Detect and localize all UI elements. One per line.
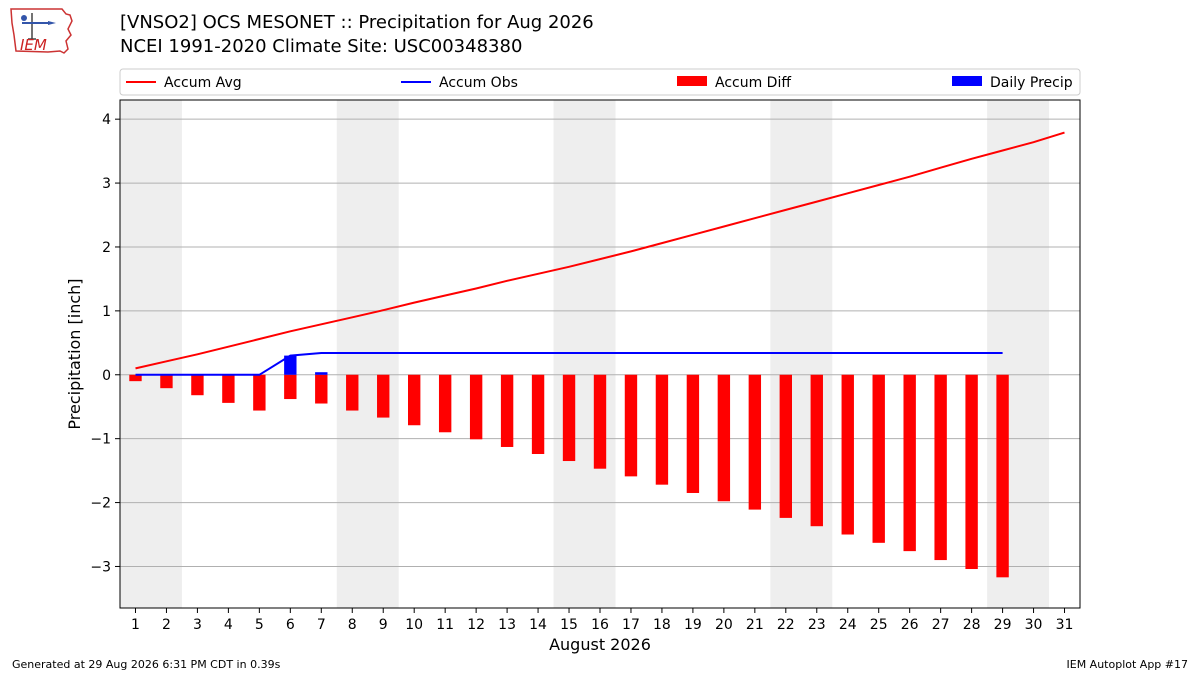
accum-diff-bar bbox=[500, 374, 514, 447]
y-tick-label: −3 bbox=[90, 559, 111, 575]
y-axis-ticks: 4 3 2 1 0 −1 −2 −3 bbox=[90, 112, 120, 575]
y-tick-label: 4 bbox=[102, 112, 111, 128]
accum-diff-bar bbox=[965, 374, 978, 570]
x-tick-label: 5 bbox=[255, 617, 264, 633]
accum-diff-bar bbox=[841, 374, 854, 535]
x-tick-label: 17 bbox=[622, 617, 640, 633]
x-tick-label: 6 bbox=[286, 617, 295, 633]
chart-subtitle: NCEI 1991-2020 Climate Site: USC00348380 bbox=[120, 36, 523, 57]
x-tick-label: 22 bbox=[777, 617, 795, 633]
accum-avg-line bbox=[135, 131, 1065, 370]
x-tick-label: 26 bbox=[901, 617, 919, 633]
x-tick-label: 29 bbox=[994, 617, 1012, 633]
accum-diff-bar bbox=[222, 374, 235, 403]
legend-daily-swatch bbox=[952, 76, 982, 86]
legend-obs-label: Accum Obs bbox=[439, 75, 518, 91]
accum-diff-bar bbox=[284, 374, 297, 400]
iem-logo: IEM bbox=[8, 5, 80, 59]
y-tick-label: 0 bbox=[102, 368, 111, 384]
accum-diff-bar bbox=[346, 374, 359, 411]
y-tick-label: −1 bbox=[90, 432, 111, 448]
y-tick-label: 2 bbox=[102, 240, 111, 256]
x-tick-label: 21 bbox=[746, 617, 764, 633]
accum-diff-bar bbox=[593, 374, 607, 469]
daily-precip-bar bbox=[315, 372, 328, 375]
daily-precip-bars bbox=[284, 355, 328, 375]
chart-title: [VNSO2] OCS MESONET :: Precipitation for… bbox=[120, 12, 594, 33]
accum-diff-bar bbox=[562, 374, 576, 462]
legend-daily-label: Daily Precip bbox=[990, 75, 1073, 91]
accum-diff-bars bbox=[129, 374, 1009, 578]
accum-diff-bar bbox=[377, 374, 390, 418]
y-tick-label: −2 bbox=[90, 496, 111, 512]
daily-precip-bar bbox=[284, 355, 297, 375]
accum-diff-bar bbox=[191, 374, 204, 396]
y-tick-label: 1 bbox=[102, 304, 111, 320]
accum-diff-bar bbox=[872, 374, 885, 543]
x-tick-label: 23 bbox=[808, 617, 826, 633]
accum-diff-bar bbox=[903, 374, 916, 552]
x-tick-label: 9 bbox=[379, 617, 388, 633]
x-tick-label: 12 bbox=[467, 617, 485, 633]
accum-diff-bar bbox=[129, 374, 142, 382]
iem-logo-graphic: IEM bbox=[10, 8, 73, 54]
x-tick-label: 2 bbox=[162, 617, 171, 633]
legend-avg-label: Accum Avg bbox=[164, 75, 242, 91]
accum-diff-bar bbox=[531, 374, 545, 455]
legend-diff-swatch bbox=[677, 76, 707, 86]
accum-diff-bar bbox=[779, 374, 792, 518]
x-tick-label: 13 bbox=[498, 617, 516, 633]
accum-diff-bar bbox=[438, 374, 452, 433]
x-tick-label: 24 bbox=[839, 617, 857, 633]
accum-diff-bar bbox=[469, 374, 483, 440]
x-tick-label: 8 bbox=[348, 617, 357, 633]
x-tick-label: 18 bbox=[653, 617, 671, 633]
x-tick-label: 16 bbox=[591, 617, 609, 633]
x-axis-ticks: 1 2 3 4 5 6 7 8 9 10 11 12 13 14 15 16 17 18 19 20 21 22 23 24 2… bbox=[131, 608, 1073, 633]
x-tick-label: 4 bbox=[224, 617, 233, 633]
x-tick-label: 15 bbox=[560, 617, 578, 633]
x-tick-label: 30 bbox=[1025, 617, 1043, 633]
x-tick-label: 1 bbox=[131, 617, 140, 633]
x-tick-label: 14 bbox=[529, 617, 547, 633]
accum-diff-bar bbox=[748, 374, 762, 510]
accum-diff-bar bbox=[655, 374, 669, 485]
accum-diff-bar bbox=[315, 374, 328, 404]
weekend-shade bbox=[120, 100, 182, 608]
accum-diff-bar bbox=[996, 374, 1009, 578]
generated-timestamp: Generated at 29 Aug 2026 6:31 PM CDT in … bbox=[12, 658, 281, 671]
accum-obs-line bbox=[135, 352, 1003, 376]
accum-diff-bar bbox=[160, 374, 173, 389]
series-lines bbox=[135, 131, 1065, 376]
accum-diff-bar bbox=[253, 374, 266, 411]
accum-diff-bar bbox=[934, 374, 947, 561]
x-tick-label: 7 bbox=[317, 617, 326, 633]
x-tick-label: 31 bbox=[1056, 617, 1074, 633]
x-axis-label: August 2026 bbox=[549, 635, 651, 654]
x-tick-label: 11 bbox=[436, 617, 454, 633]
legend-box bbox=[119, 68, 1081, 96]
y-tick-label: 3 bbox=[102, 176, 111, 192]
x-tick-label: 27 bbox=[932, 617, 950, 633]
accum-diff-bar bbox=[810, 374, 823, 527]
app-credit: IEM Autoplot App #17 bbox=[1066, 658, 1189, 671]
x-tick-label: 28 bbox=[963, 617, 981, 633]
accum-diff-bar bbox=[624, 374, 638, 477]
x-tick-label: 10 bbox=[405, 617, 423, 633]
accum-diff-bar bbox=[717, 374, 731, 502]
accum-diff-bar bbox=[686, 374, 700, 493]
x-tick-label: 20 bbox=[715, 617, 733, 633]
x-tick-label: 19 bbox=[684, 617, 702, 633]
x-tick-label: 3 bbox=[193, 617, 202, 633]
accum-diff-bar bbox=[408, 374, 421, 426]
legend-diff-label: Accum Diff bbox=[715, 75, 791, 91]
y-axis-label: Precipitation [inch] bbox=[65, 278, 84, 429]
x-tick-label: 25 bbox=[870, 617, 888, 633]
legend: Accum Avg Accum Obs Accum Diff Daily Pre… bbox=[119, 68, 1081, 96]
iem-logo-text: IEM bbox=[20, 36, 47, 54]
